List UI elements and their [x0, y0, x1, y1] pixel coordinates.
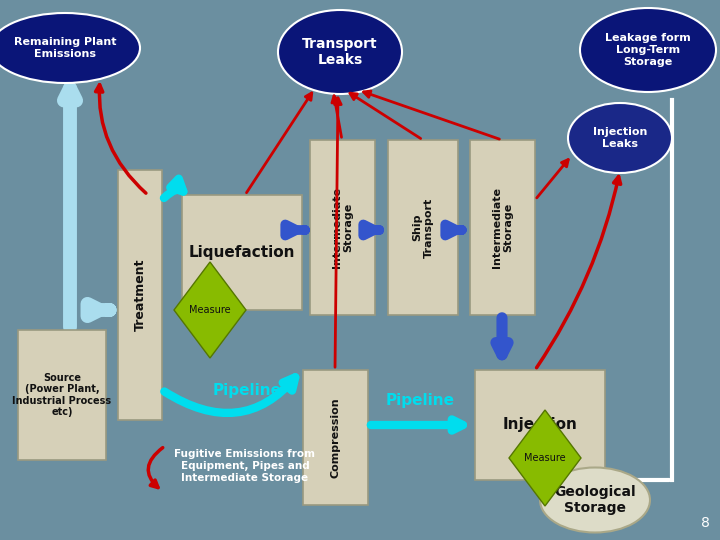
Text: Transport
Leaks: Transport Leaks	[302, 37, 378, 67]
Text: Ship
Transport: Ship Transport	[412, 198, 433, 258]
Text: Measure: Measure	[524, 453, 566, 463]
FancyBboxPatch shape	[388, 140, 458, 315]
FancyArrowPatch shape	[164, 377, 295, 413]
FancyArrowPatch shape	[350, 93, 420, 138]
FancyArrowPatch shape	[335, 98, 341, 367]
Text: Treatment: Treatment	[133, 259, 146, 331]
Text: 8: 8	[701, 516, 710, 530]
FancyArrowPatch shape	[332, 96, 341, 137]
FancyArrowPatch shape	[543, 485, 573, 497]
Text: Leakage form
Long-Term
Storage: Leakage form Long-Term Storage	[605, 33, 691, 66]
FancyArrowPatch shape	[536, 177, 621, 368]
Text: Pipeline: Pipeline	[212, 382, 282, 397]
Text: Intermediate
Storage: Intermediate Storage	[492, 187, 513, 268]
Text: Fugitive Emissions from
Equipment, Pipes and
Intermediate Storage: Fugitive Emissions from Equipment, Pipes…	[174, 449, 315, 483]
Ellipse shape	[568, 103, 672, 173]
FancyBboxPatch shape	[118, 170, 162, 420]
FancyArrowPatch shape	[148, 448, 163, 488]
FancyArrowPatch shape	[96, 85, 146, 193]
FancyBboxPatch shape	[470, 140, 535, 315]
Polygon shape	[174, 262, 246, 358]
Text: Injection
Leaks: Injection Leaks	[593, 127, 647, 149]
Text: Compression: Compression	[330, 397, 341, 478]
Text: Measure: Measure	[189, 305, 231, 315]
FancyArrowPatch shape	[246, 93, 312, 193]
FancyBboxPatch shape	[18, 330, 106, 460]
Text: Source
(Power Plant,
Industrial Process
etc): Source (Power Plant, Industrial Process …	[12, 373, 112, 417]
Ellipse shape	[580, 8, 716, 92]
Ellipse shape	[540, 468, 650, 532]
FancyBboxPatch shape	[303, 370, 368, 505]
Text: Geological
Storage: Geological Storage	[554, 485, 636, 515]
FancyBboxPatch shape	[475, 370, 605, 480]
FancyBboxPatch shape	[182, 195, 302, 310]
Ellipse shape	[278, 10, 402, 94]
Text: Remaining Plant
Emissions: Remaining Plant Emissions	[14, 37, 116, 59]
FancyArrowPatch shape	[537, 159, 568, 198]
Polygon shape	[509, 410, 581, 506]
FancyArrowPatch shape	[164, 179, 184, 198]
Text: Injection: Injection	[503, 417, 577, 433]
Text: Liquefaction: Liquefaction	[189, 245, 295, 260]
FancyArrowPatch shape	[364, 91, 500, 139]
FancyBboxPatch shape	[310, 140, 375, 315]
Ellipse shape	[0, 13, 140, 83]
Text: Pipeline: Pipeline	[385, 393, 454, 408]
Text: Intermediate
Storage: Intermediate Storage	[332, 187, 354, 268]
